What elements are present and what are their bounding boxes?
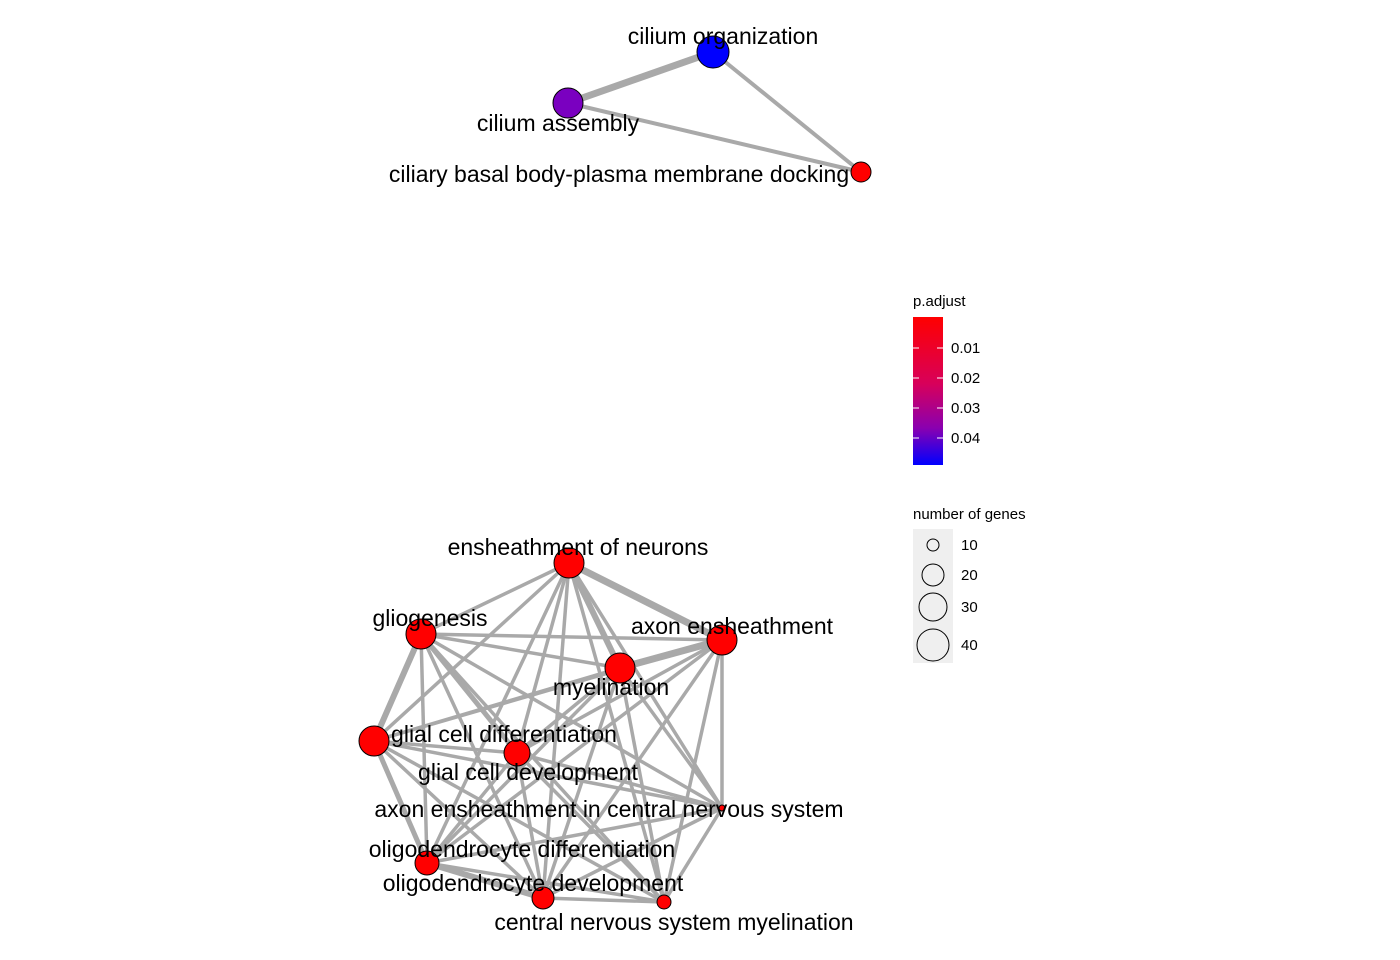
edge-ensheathment_of_neurons-axon_ensheathment_cns <box>567 562 724 809</box>
color-bar <box>913 317 943 465</box>
edge-glial_cell_differentiation-oligodendrocyte_differentiation <box>371 740 430 864</box>
size-legend: number of genes 10 20 30 40 <box>913 506 1026 663</box>
node-glial-cell-development <box>503 739 531 767</box>
network-edges <box>371 48 863 904</box>
edge-cilium_organization-cilium_assembly <box>566 48 715 107</box>
edge-glial_cell_differentiation-axon_ensheathment_cns <box>373 739 723 810</box>
edge-ensheathment_of_neurons-glial_cell_differentiation <box>372 561 571 743</box>
edge-myelination-oligodendrocyte_differentiation <box>425 666 622 865</box>
edge-glial_cell_development-oligodendrocyte_differentiation <box>425 751 519 865</box>
node-cilium-organization <box>696 35 730 69</box>
edge-cilium_organization-ciliary_basal_body <box>711 50 863 174</box>
size-key-circle <box>926 538 940 552</box>
node-oligodendrocyte-differentiation <box>414 850 440 876</box>
node-label-ensheathment-of-neurons: ensheathment of neurons <box>448 534 709 560</box>
size-key-circle <box>916 628 950 662</box>
edge-oligodendrocyte_differentiation-oligodendrocyte_development <box>426 860 544 901</box>
color-legend: p.adjust 0.01 0.02 0.03 0.04 <box>913 293 980 465</box>
node-axon-ensheathment <box>706 624 738 656</box>
color-legend-ticks: 0.01 0.02 0.03 0.04 <box>913 340 980 447</box>
node-myelination <box>604 652 636 684</box>
edge-axon_ensheathment_cns-cns_myelination <box>662 807 724 903</box>
color-tick-label: 0.01 <box>951 340 980 357</box>
node-label-cns-myelination: central nervous system myelination <box>494 909 853 935</box>
node-label-cilium-organization: cilium organization <box>628 23 818 49</box>
node-cns-myelination <box>656 894 672 910</box>
edge-gliogenesis-glial_cell_differentiation <box>371 632 424 743</box>
edge-gliogenesis-oligodendrocyte_differentiation <box>419 633 429 864</box>
edge-ensheathment_of_neurons-axon_ensheathment <box>567 559 724 644</box>
edge-glial_cell_development-cns_myelination <box>515 751 666 904</box>
node-label-ciliary-basal-body: ciliary basal body-plasma membrane docki… <box>389 161 849 187</box>
edge-ensheathment_of_neurons-gliogenesis <box>420 561 570 636</box>
node-glial-cell-differentiation <box>358 725 390 757</box>
node-oligodendrocyte-development <box>531 886 555 910</box>
edge-glial_cell_differentiation-cns_myelination <box>373 739 665 904</box>
edge-oligodendrocyte_differentiation-cns_myelination <box>426 861 665 904</box>
node-ensheathment-of-neurons <box>553 547 585 579</box>
node-label-oligodendrocyte-development: oligodendrocyte development <box>383 870 684 896</box>
color-tick-label: 0.02 <box>951 370 980 387</box>
node-gliogenesis <box>405 618 437 650</box>
edge-ensheathment_of_neurons-glial_cell_development <box>515 562 571 754</box>
edge-axon_ensheathment-glial_cell_development <box>516 638 723 755</box>
size-tick-label: 20 <box>961 567 978 584</box>
edge-glial_cell_development-oligodendrocyte_development <box>515 752 545 899</box>
edge-axon_ensheathment-oligodendrocyte_development <box>541 639 724 899</box>
size-key-circle <box>918 592 948 622</box>
node-label-axon-ensheathment: axon ensheathment <box>631 613 834 639</box>
node-label-axon-ensheathment-cns: axon ensheathment in central nervous sys… <box>374 796 843 822</box>
node-label-glial-cell-development: glial cell development <box>418 759 639 785</box>
network-labels: cilium organization cilium assembly ciliar… <box>369 23 854 935</box>
color-tick-label: 0.03 <box>951 400 980 417</box>
edge-axon_ensheathment_cns-oligodendrocyte_differentiation <box>426 806 723 865</box>
size-key-circle <box>921 563 945 587</box>
node-label-cilium-assembly: cilium assembly <box>477 110 640 136</box>
size-tick-label: 40 <box>961 637 978 654</box>
edge-axon_ensheathment-oligodendrocyte_differentiation <box>425 638 724 865</box>
edge-oligodendrocyte_development-cns_myelination <box>542 896 665 904</box>
node-label-gliogenesis: gliogenesis <box>372 605 487 631</box>
edge-gliogenesis-axon_ensheathment <box>420 632 723 642</box>
node-label-glial-cell-differentiation: glial cell differentiation <box>391 721 617 747</box>
color-tick-label: 0.04 <box>951 430 980 447</box>
edge-myelination-axon_ensheathment_cns <box>618 666 724 810</box>
edge-axon_ensheathment_cns-oligodendrocyte_development <box>542 806 723 900</box>
edge-gliogenesis-oligodendrocyte_development <box>419 633 545 899</box>
edge-glial_cell_differentiation-glial_cell_development <box>373 739 518 755</box>
node-cilium-assembly <box>552 87 584 119</box>
size-legend-ticks: 10 20 30 40 <box>916 537 978 662</box>
edge-myelination-oligodendrocyte_development <box>541 667 622 899</box>
node-axon-ensheathment-cns <box>718 804 726 812</box>
color-legend-title: p.adjust <box>913 293 966 310</box>
network-nodes <box>358 35 872 910</box>
edge-cilium_assembly-ciliary_basal_body <box>567 101 862 174</box>
node-ciliary-basal-body <box>850 161 872 183</box>
edge-myelination-glial_cell_differentiation <box>373 666 621 743</box>
edge-gliogenesis-myelination <box>420 632 621 670</box>
edge-glial_cell_development-axon_ensheathment_cns <box>516 751 723 810</box>
edge-myelination-glial_cell_development <box>515 666 622 755</box>
node-label-myelination: myelination <box>553 674 669 700</box>
size-tick-label: 10 <box>961 537 978 554</box>
size-tick-label: 30 <box>961 599 978 616</box>
size-legend-title: number of genes <box>913 506 1026 523</box>
edge-glial_cell_differentiation-oligodendrocyte_development <box>372 739 545 900</box>
edge-ensheathment_of_neurons-myelination <box>566 561 623 670</box>
node-label-oligodendrocyte-differentiation: oligodendrocyte differentiation <box>369 836 675 862</box>
